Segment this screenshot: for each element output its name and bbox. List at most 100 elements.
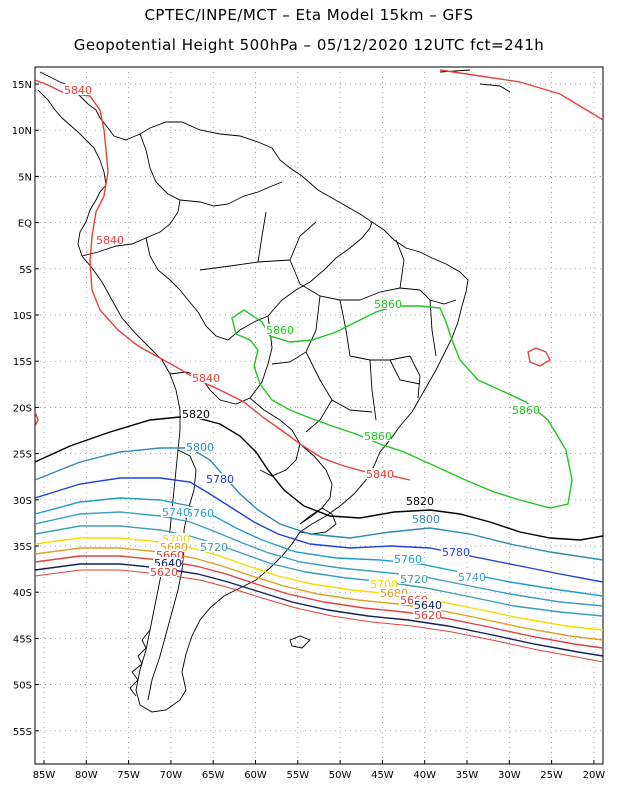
contour-label: 5740 [458, 571, 486, 584]
lat-label: 45S [13, 634, 32, 645]
caribbean-islands [439, 69, 511, 93]
contour-label: 5860 [374, 298, 402, 311]
contour-label-bg [95, 234, 123, 245]
lon-label: 50W [329, 770, 352, 781]
contour-label-bg [159, 541, 187, 552]
lon-label: 45W [371, 770, 394, 781]
contour-label-bg [393, 553, 421, 564]
border-colombia-venezuela [139, 133, 283, 207]
contour-label-bg [191, 372, 219, 383]
coastline-south-america [77, 175, 469, 713]
map-title-line-1: CPTEC/INPE/MCT – Eta Model 15km – GFS [144, 6, 474, 24]
lat-label: 10S [13, 311, 32, 322]
contour-label: 5620 [414, 609, 442, 622]
lon-label: 70W [160, 770, 183, 781]
contour-label-bg [441, 546, 469, 557]
border-peru-brazil [145, 237, 269, 341]
axis-ticks [35, 83, 595, 764]
contour-label-bg [379, 587, 407, 598]
contour-label: 5820 [182, 408, 210, 421]
contour-label-bg [411, 513, 439, 524]
contour-label: 5760 [186, 507, 214, 520]
contour-5840-west [35, 411, 39, 427]
contour-label-bg [413, 599, 441, 610]
latitude-labels: 15N 10N 5N EQ 5S 10S 15S 20S 25S 30S 35S 40S 45S 50S 5… [12, 80, 32, 738]
contour-label-bg [199, 541, 227, 552]
contour-5700 [35, 537, 603, 631]
contour-label-bg [363, 430, 391, 441]
border-uruguay [299, 507, 337, 535]
contour-5740 [35, 511, 603, 607]
contour-label-bg [153, 557, 181, 568]
contour-5680 [35, 547, 603, 641]
lat-label: 20S [13, 403, 32, 414]
contour-label-bg [265, 324, 293, 335]
border-ecuador-peru [81, 199, 181, 257]
contour-label-bg [405, 495, 433, 506]
lat-label: 40S [13, 588, 32, 599]
lon-label: 75W [117, 770, 140, 781]
lon-label: 60W [244, 770, 267, 781]
contour-label-bg [413, 609, 441, 620]
contour-5840-north [35, 79, 411, 481]
contour-5860 [231, 305, 573, 509]
lon-label: 65W [202, 770, 225, 781]
lon-label: 20W [583, 770, 606, 781]
lat-label: 15N [12, 80, 32, 91]
contour-5780 [35, 477, 603, 583]
contour-label: 5800 [412, 513, 440, 526]
brazil-states [199, 211, 457, 433]
contour-label: 5860 [364, 430, 392, 443]
contour-label: 5720 [400, 573, 428, 586]
contour-label: 5860 [266, 324, 294, 337]
lat-label: 5N [18, 172, 32, 183]
lon-label: 30W [498, 770, 521, 781]
contour-label: 5820 [406, 495, 434, 508]
border-paraguay [249, 397, 301, 477]
longitude-labels: 85W 80W 75W 70W 65W 60W 55W 50W 45W 40W 35W 30W 25W 2… [33, 770, 606, 781]
contour-label: 5780 [442, 546, 470, 559]
contour-label-bg [185, 441, 213, 452]
chile-archipelago [129, 629, 151, 697]
contour-label: 5640 [414, 599, 442, 612]
coastline-central-america [37, 89, 107, 201]
contour-5820 [35, 415, 603, 541]
falkland-islands [289, 635, 311, 649]
contour-label: 5840 [366, 468, 394, 481]
map-frame [34, 66, 604, 765]
map-title-line-2: Geopotential Height 500hPa – 05/12/2020 … [73, 36, 545, 54]
lat-label: 25S [13, 450, 32, 461]
contour-label-bg [511, 404, 539, 415]
contour-5660 [35, 555, 603, 649]
lat-label: 35S [13, 542, 32, 553]
lon-label: 25W [540, 770, 563, 781]
contour-label-bg [155, 549, 183, 560]
contour-label: 5840 [192, 372, 220, 385]
contour-label: 5860 [512, 404, 540, 417]
contour-label-bg [185, 507, 213, 518]
contour-label: 5740 [162, 506, 190, 519]
border-brazil-north [267, 221, 373, 317]
lat-label: 30S [13, 496, 32, 507]
contour-label-bg [63, 84, 91, 95]
lat-label: EQ [18, 219, 32, 230]
contour-5840-loop [527, 347, 551, 367]
contour-label-bg [365, 468, 393, 479]
contour-label: 5800 [186, 441, 214, 454]
border-argentina-brazil [299, 443, 333, 525]
lon-label: 55W [286, 770, 309, 781]
contour-5640 [35, 563, 603, 657]
contour-label: 5720 [200, 541, 228, 554]
contour-5800 [35, 447, 603, 561]
contour-label: 5840 [64, 84, 92, 97]
contour-label-bg [457, 571, 485, 582]
contour-label-bg [161, 533, 189, 544]
lat-label: 5S [19, 265, 32, 276]
contour-label-bg [373, 298, 401, 309]
lat-label: 55S [13, 727, 32, 738]
lat-label: 50S [13, 681, 32, 692]
lon-label: 35W [456, 770, 479, 781]
contour-label: 5780 [206, 473, 234, 486]
lon-label: 85W [33, 770, 56, 781]
